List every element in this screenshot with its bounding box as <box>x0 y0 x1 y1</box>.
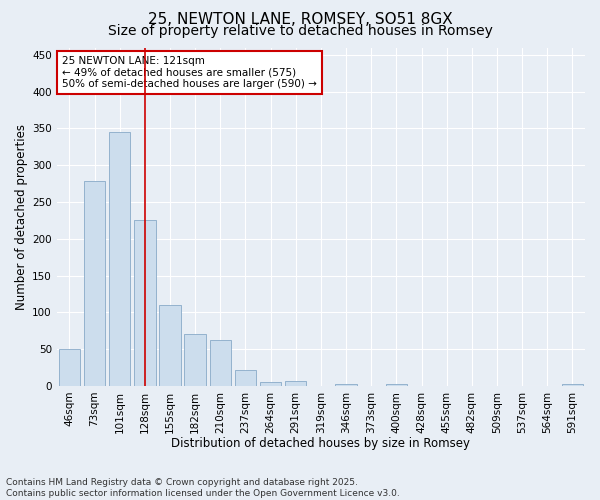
Bar <box>109 132 130 386</box>
Text: Size of property relative to detached houses in Romsey: Size of property relative to detached ho… <box>107 24 493 38</box>
Bar <box>159 305 181 386</box>
X-axis label: Distribution of detached houses by size in Romsey: Distribution of detached houses by size … <box>172 437 470 450</box>
Bar <box>335 384 357 386</box>
Bar <box>260 382 281 386</box>
Bar <box>209 340 231 386</box>
Bar <box>59 349 80 386</box>
Y-axis label: Number of detached properties: Number of detached properties <box>15 124 28 310</box>
Bar <box>562 384 583 386</box>
Text: Contains HM Land Registry data © Crown copyright and database right 2025.
Contai: Contains HM Land Registry data © Crown c… <box>6 478 400 498</box>
Bar <box>285 380 307 386</box>
Bar <box>184 334 206 386</box>
Bar <box>84 182 105 386</box>
Text: 25 NEWTON LANE: 121sqm
← 49% of detached houses are smaller (575)
50% of semi-de: 25 NEWTON LANE: 121sqm ← 49% of detached… <box>62 56 317 89</box>
Bar <box>235 370 256 386</box>
Text: 25, NEWTON LANE, ROMSEY, SO51 8GX: 25, NEWTON LANE, ROMSEY, SO51 8GX <box>148 12 452 28</box>
Bar <box>386 384 407 386</box>
Bar <box>134 220 155 386</box>
